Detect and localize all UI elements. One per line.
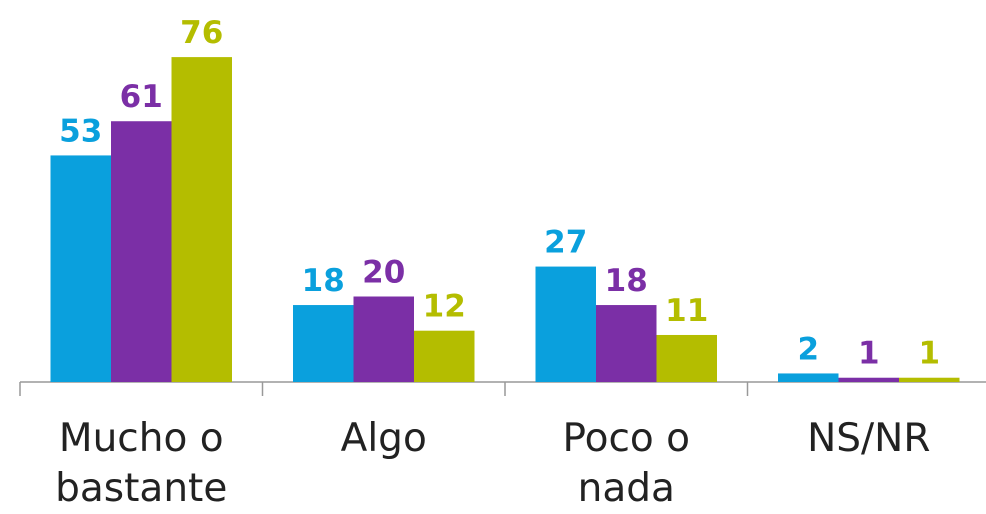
bar bbox=[353, 296, 414, 382]
data-label: 76 bbox=[180, 15, 223, 51]
data-label: 11 bbox=[665, 293, 708, 329]
bar bbox=[414, 330, 475, 382]
data-label: 18 bbox=[302, 263, 345, 299]
bar bbox=[596, 305, 657, 382]
x-tick-label: NS/NR bbox=[807, 416, 931, 461]
data-label: 2 bbox=[797, 331, 819, 367]
data-label: 27 bbox=[544, 225, 587, 261]
bar bbox=[535, 266, 596, 382]
data-label: 20 bbox=[362, 255, 405, 291]
x-tick-label: Poco o nada bbox=[562, 416, 691, 511]
bar bbox=[899, 377, 960, 382]
data-label: 18 bbox=[605, 263, 648, 299]
bar bbox=[111, 121, 172, 382]
data-label: 53 bbox=[59, 113, 102, 149]
data-label: 61 bbox=[120, 79, 163, 115]
bar bbox=[838, 377, 899, 382]
bar bbox=[778, 373, 839, 382]
bar bbox=[293, 305, 354, 382]
bar bbox=[50, 155, 111, 382]
bar bbox=[171, 57, 232, 382]
x-tick-label: Algo bbox=[340, 416, 427, 461]
x-tick-label: Mucho o bastante bbox=[55, 416, 228, 511]
data-label: 1 bbox=[858, 336, 880, 372]
data-label: 1 bbox=[918, 336, 940, 372]
data-label: 12 bbox=[423, 289, 466, 325]
bar bbox=[656, 334, 717, 382]
